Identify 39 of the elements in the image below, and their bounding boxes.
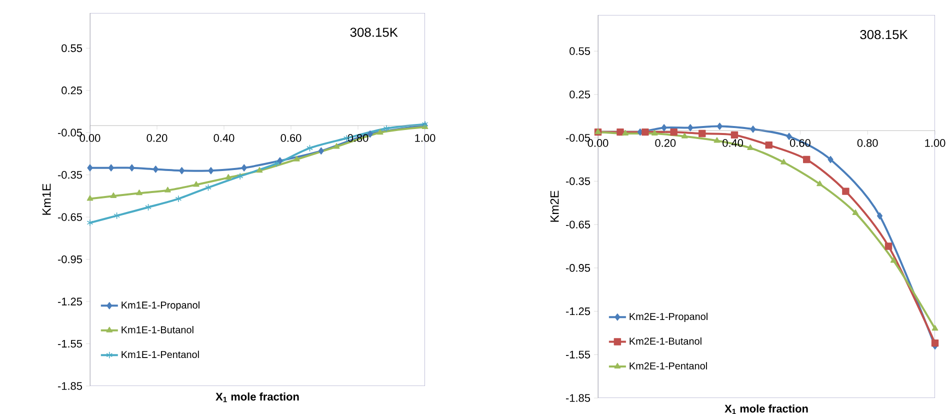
y-tick-label: -0.65	[58, 213, 82, 221]
x-tick-label: 0.20	[655, 139, 676, 147]
x-tick-label: 0.40	[214, 134, 234, 142]
legend-label: Km1E-1-Propanol	[122, 301, 200, 311]
x-tick-label: 1.00	[925, 139, 946, 147]
y-tick-label: -0.95	[58, 255, 82, 264]
annotation: 308.15K	[860, 30, 908, 40]
x-tick-label: 0.00	[80, 134, 100, 142]
y-tick-label: -0.35	[58, 170, 82, 179]
x-tick-label: 0.20	[146, 134, 168, 142]
x-tick-label: 0.00	[588, 139, 608, 147]
x-tick-label: 1.00	[415, 134, 436, 142]
y-tick-label: -0.05	[58, 128, 82, 137]
x-tick-label: 0.60	[280, 134, 302, 142]
y-tick-label: -1.85	[58, 382, 82, 390]
y-tick-label: 0.25	[62, 86, 82, 94]
x-tick-label: 0.80	[857, 139, 878, 147]
y-tick-label: 0.25	[570, 90, 590, 98]
y-tick-label: -0.95	[566, 264, 590, 272]
y-tick-label: -1.55	[58, 340, 82, 348]
y-axis-title: Km2E	[550, 190, 559, 222]
y-tick-label: -0.65	[566, 220, 590, 228]
y-axis-title: Km1E	[42, 184, 51, 215]
legend-label: Km2E-1-Propanol	[630, 312, 708, 322]
y-tick-label: -0.05	[566, 134, 590, 142]
y-tick-label: -1.85	[566, 394, 590, 402]
legend-label: Km1E-1-Butanol	[122, 326, 194, 334]
legend-label: Km2E-1-Butanol	[630, 337, 702, 345]
y-tick-label: -1.55	[566, 350, 590, 358]
y-tick-label: -1.25	[566, 307, 590, 316]
y-tick-label: 0.55	[570, 47, 590, 56]
y-tick-label: -1.25	[58, 298, 82, 306]
x-axis-title: X$_{1}$ mole fraction	[724, 404, 808, 414]
y-tick-label: -0.35	[566, 177, 590, 186]
annotation: 308.15K	[350, 28, 398, 37]
legend-label: Km1E-1-Pentanol	[122, 350, 199, 358]
x-axis-title: X$_{1}$ mole fraction	[216, 392, 299, 402]
legend-label: Km2E-1-Pentanol	[630, 362, 707, 370]
y-tick-label: 0.55	[62, 44, 82, 52]
